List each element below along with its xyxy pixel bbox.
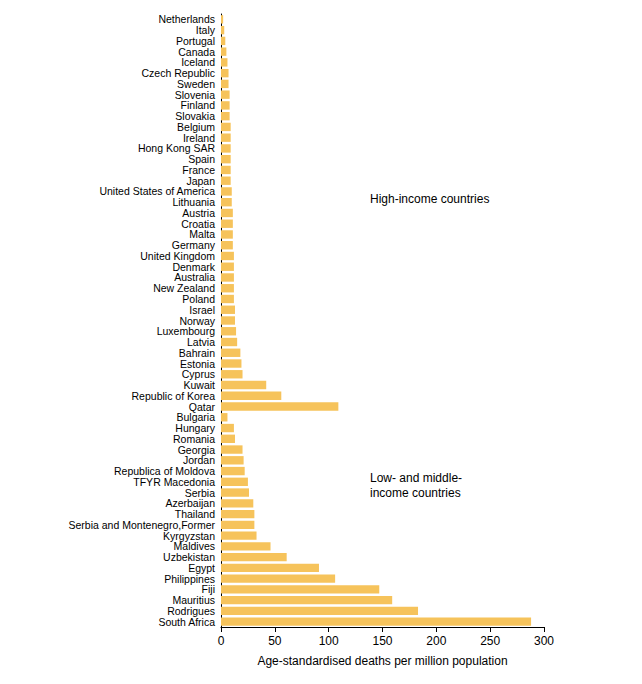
svg-text:Sweden: Sweden (177, 77, 215, 90)
svg-text:Fiji: Fiji (201, 583, 215, 596)
svg-text:Czech Republic: Czech Republic (141, 67, 215, 80)
svg-text:200: 200 (426, 634, 446, 648)
svg-text:Azerbaijan: Azerbaijan (165, 497, 215, 510)
svg-text:Kyrgyzstan: Kyrgyzstan (163, 529, 215, 542)
svg-text:Belgium: Belgium (177, 120, 215, 133)
svg-text:Netherlands: Netherlands (158, 13, 215, 26)
svg-text:Republica of Moldova: Republica of Moldova (114, 465, 215, 478)
svg-text:Egypt: Egypt (188, 561, 215, 574)
svg-text:250: 250 (480, 634, 500, 648)
svg-text:Bulgaria: Bulgaria (176, 411, 215, 424)
svg-text:Qatar: Qatar (188, 400, 215, 413)
svg-text:Denmark: Denmark (172, 260, 215, 273)
svg-text:High-income countries: High-income countries (370, 192, 489, 206)
svg-text:United Kingdom: United Kingdom (140, 250, 215, 262)
svg-text:Japan: Japan (186, 174, 215, 187)
svg-text:100: 100 (319, 634, 339, 648)
svg-text:Uzbekistan: Uzbekistan (163, 551, 215, 564)
svg-text:Portugal: Portugal (175, 34, 215, 47)
svg-text:Hong Kong SAR: Hong Kong SAR (137, 142, 215, 155)
svg-text:Lithuania: Lithuania (172, 196, 215, 209)
svg-text:Rodrigues: Rodrigues (167, 604, 215, 617)
svg-text:Germany: Germany (171, 239, 215, 252)
svg-text:Kuwait: Kuwait (183, 379, 215, 391)
svg-text:Poland: Poland (182, 293, 215, 305)
svg-text:300: 300 (534, 634, 554, 648)
svg-text:Maldives: Maldives (173, 540, 215, 553)
svg-text:Luxembourg: Luxembourg (156, 325, 215, 338)
svg-text:Israel: Israel (189, 303, 215, 316)
svg-text:Georgia: Georgia (177, 443, 215, 456)
svg-text:Cyprus: Cyprus (181, 368, 215, 381)
svg-text:Low- and middle-: Low- and middle- (370, 471, 462, 485)
svg-text:Romania: Romania (173, 432, 215, 445)
svg-text:Austria: Austria (182, 207, 215, 219)
svg-text:Spain: Spain (188, 153, 215, 166)
svg-text:Philippines: Philippines (164, 572, 215, 585)
svg-text:Bahrain: Bahrain (178, 346, 215, 359)
svg-text:Republic of Korea: Republic of Korea (131, 389, 215, 402)
svg-text:Thailand: Thailand (174, 508, 215, 521)
svg-text:Latvia: Latvia (187, 336, 215, 348)
svg-text:Slovakia: Slovakia (175, 110, 215, 123)
svg-text:Serbia: Serbia (184, 486, 215, 499)
svg-text:South Africa: South Africa (158, 616, 215, 628)
svg-text:0: 0 (218, 634, 225, 648)
svg-text:Malta: Malta (189, 228, 215, 241)
svg-text:Age-standardised deaths per mi: Age-standardised deaths per million popu… (257, 654, 507, 668)
svg-text:New Zealand: New Zealand (153, 282, 215, 295)
svg-text:France: France (182, 163, 215, 176)
svg-text:Jordan: Jordan (182, 454, 215, 467)
svg-text:income countries: income countries (370, 486, 461, 500)
svg-text:Mauritius: Mauritius (172, 594, 215, 607)
svg-text:Slovenia: Slovenia (174, 88, 215, 101)
svg-text:Hungary: Hungary (175, 422, 215, 434)
svg-text:Italy: Italy (195, 24, 215, 37)
svg-text:50: 50 (268, 634, 282, 648)
svg-text:Ireland: Ireland (182, 131, 215, 144)
svg-text:Iceland: Iceland (181, 56, 215, 69)
svg-text:Serbia and Montenegro,Former: Serbia and Montenegro,Former (68, 518, 215, 531)
svg-text:Finland: Finland (180, 99, 215, 112)
svg-text:Norway: Norway (179, 314, 215, 327)
svg-text:Australia: Australia (174, 271, 215, 284)
svg-text:Canada: Canada (178, 45, 215, 58)
svg-text:United States of America: United States of America (99, 185, 215, 198)
svg-text:TFYR Macedonia: TFYR Macedonia (133, 475, 215, 488)
svg-text:150: 150 (372, 634, 392, 648)
svg-text:Croatia: Croatia (181, 217, 215, 230)
svg-text:Estonia: Estonia (180, 357, 215, 370)
